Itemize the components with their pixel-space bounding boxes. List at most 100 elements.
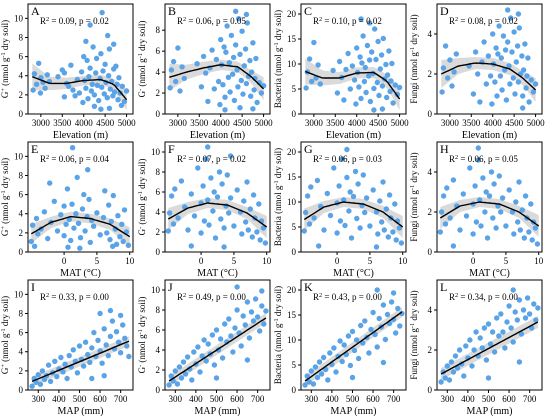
x-tick-label: 10 bbox=[398, 256, 408, 266]
data-point bbox=[195, 344, 201, 350]
data-point bbox=[89, 81, 96, 88]
data-point bbox=[477, 197, 483, 203]
y-tick-label: 5 bbox=[292, 84, 297, 94]
data-point bbox=[512, 309, 518, 315]
data-point bbox=[519, 207, 525, 213]
data-point bbox=[517, 227, 523, 233]
data-point bbox=[215, 78, 222, 85]
data-point bbox=[390, 229, 396, 235]
data-point bbox=[123, 88, 130, 94]
x-tick-label: 3500 bbox=[190, 118, 209, 128]
data-point bbox=[488, 169, 495, 175]
data-point bbox=[320, 354, 327, 361]
panel-letter: F bbox=[168, 142, 175, 156]
data-point bbox=[388, 78, 394, 84]
data-point bbox=[494, 93, 500, 99]
data-point bbox=[58, 212, 64, 218]
data-point bbox=[87, 359, 93, 365]
data-point bbox=[393, 330, 399, 336]
data-point bbox=[507, 81, 513, 87]
data-point bbox=[244, 299, 251, 305]
panel-letter: B bbox=[168, 4, 176, 18]
data-point bbox=[469, 363, 475, 369]
data-point bbox=[522, 315, 529, 321]
data-point bbox=[359, 60, 365, 66]
data-point bbox=[516, 179, 522, 185]
data-point bbox=[345, 50, 351, 57]
data-point bbox=[236, 16, 242, 22]
data-point bbox=[37, 90, 44, 96]
data-point bbox=[438, 379, 444, 385]
data-point bbox=[211, 362, 218, 368]
data-point bbox=[244, 179, 250, 185]
y-tick-label: 20 bbox=[287, 147, 297, 157]
data-point bbox=[492, 79, 498, 85]
data-point bbox=[47, 378, 54, 385]
data-point bbox=[311, 215, 317, 221]
data-point bbox=[516, 297, 523, 303]
y-tick-label: 5 bbox=[292, 360, 297, 370]
data-point bbox=[321, 227, 327, 233]
data-point bbox=[315, 62, 321, 68]
data-point bbox=[381, 227, 387, 233]
plot-frame bbox=[27, 279, 134, 391]
data-point bbox=[372, 26, 378, 32]
x-tick-label: 400 bbox=[52, 394, 66, 404]
data-point bbox=[504, 319, 510, 325]
data-point bbox=[380, 35, 386, 42]
data-point bbox=[219, 181, 225, 187]
data-point bbox=[366, 350, 372, 356]
data-point bbox=[256, 201, 262, 207]
data-point bbox=[377, 198, 383, 204]
data-point bbox=[126, 353, 132, 360]
data-point bbox=[70, 87, 76, 93]
data-point bbox=[39, 368, 46, 374]
data-point bbox=[205, 341, 211, 347]
stat-annotation: R2 = 0.49, p = 0.00 bbox=[177, 292, 246, 303]
data-point bbox=[98, 51, 104, 57]
x-tick-label: 700 bbox=[251, 394, 265, 404]
data-point bbox=[250, 192, 257, 198]
data-point bbox=[330, 67, 336, 74]
data-point bbox=[198, 84, 205, 90]
data-point bbox=[437, 229, 443, 235]
panel-letter: K bbox=[304, 280, 313, 294]
y-tick-label: 4 bbox=[19, 71, 24, 81]
data-point bbox=[450, 243, 457, 249]
data-point bbox=[106, 46, 113, 52]
y-tick-label: 0 bbox=[156, 109, 161, 119]
y-tick-label: 6 bbox=[156, 325, 161, 335]
y-tick-label: 15 bbox=[287, 172, 297, 182]
data-point bbox=[306, 379, 312, 385]
data-point bbox=[218, 36, 224, 43]
plot-frame bbox=[436, 279, 543, 391]
x-axis-label: MAP (mm) bbox=[330, 406, 376, 416]
data-point bbox=[485, 53, 492, 59]
data-point bbox=[216, 169, 223, 175]
data-point bbox=[84, 57, 90, 64]
data-point bbox=[334, 230, 340, 236]
data-point bbox=[515, 79, 522, 85]
data-point bbox=[91, 92, 98, 98]
data-point bbox=[94, 210, 100, 216]
data-point bbox=[187, 366, 193, 372]
panel-f: 0 5 10 0 2 4 6 8 10 FR2 = 0.07, p = 0.02 MAT (°C) G… bbox=[137, 141, 272, 279]
fit-line bbox=[32, 76, 128, 101]
data-point bbox=[470, 91, 477, 97]
panel-e: 0 5 10 0 2 4 6 8 10 ER2 = 0.06, p = 0.04 MAT (°C) G… bbox=[0, 141, 135, 279]
data-point bbox=[438, 209, 445, 215]
data-point bbox=[168, 193, 175, 199]
x-tick-label: 4000 bbox=[484, 118, 503, 128]
data-point bbox=[375, 231, 381, 237]
data-point bbox=[105, 73, 112, 79]
data-point bbox=[188, 191, 194, 197]
data-point bbox=[250, 318, 257, 324]
data-point bbox=[259, 288, 265, 294]
fit-line bbox=[439, 201, 540, 227]
data-point bbox=[374, 287, 380, 293]
data-point bbox=[508, 15, 514, 21]
panel-letter: H bbox=[440, 142, 449, 156]
data-point bbox=[447, 57, 453, 63]
data-point bbox=[524, 295, 531, 301]
